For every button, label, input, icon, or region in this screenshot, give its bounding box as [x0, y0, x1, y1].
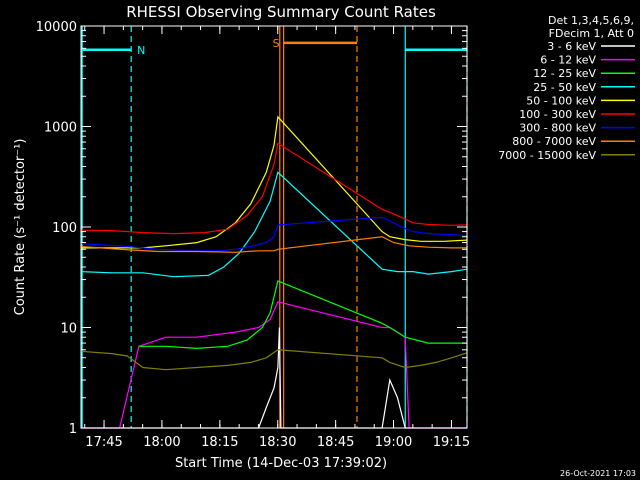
saa-marker-label: S [273, 37, 280, 50]
y-axis-label: Count Rate (s⁻¹ detector⁻¹) [13, 139, 28, 316]
y-tick-label-3: 1000 [44, 121, 77, 136]
legend-label-8: 7000 - 15000 keV [498, 149, 596, 162]
series-line-2 [138, 280, 467, 350]
legend-label-7: 800 - 7000 keV [512, 135, 596, 148]
series-line-4 [81, 115, 468, 249]
series-line-8 [80, 349, 468, 371]
y-tick-label-1: 10 [60, 322, 77, 337]
y-tick-label-0: 1 [69, 422, 77, 437]
legend-label-3: 25 - 50 keV [533, 81, 596, 94]
legend-header-0: Det 1,3,4,5,6,9, [548, 14, 634, 27]
legend-label-2: 12 - 25 keV [533, 67, 596, 80]
legend-header-1: FDecim 1, Att 0 [549, 27, 634, 40]
legend-label-5: 100 - 300 keV [519, 108, 596, 121]
plot-frame [80, 25, 468, 429]
x-axis-label: Start Time (14-Dec-03 17:39:02) [175, 456, 387, 471]
y-tick-label-4: 10000 [36, 20, 77, 35]
x-tick-label-4: 18:45 [317, 435, 354, 450]
timestamp: 26-Oct-2021 17:03 [560, 469, 636, 478]
series-line-7 [80, 236, 467, 253]
x-tick-label-0: 17:45 [85, 435, 122, 450]
x-tick-label-2: 18:15 [201, 435, 238, 450]
series-line-6 [80, 216, 468, 252]
legend-label-1: 6 - 12 keV [540, 54, 596, 67]
night-marker-label: N [137, 44, 145, 57]
x-tick-label-1: 18:00 [143, 435, 180, 450]
series-line-5 [80, 142, 468, 235]
x-tick-label-3: 18:30 [259, 435, 296, 450]
y-tick-label-2: 100 [52, 221, 77, 236]
series-line-0 [81, 327, 467, 429]
legend-label-0: 3 - 6 keV [547, 40, 596, 53]
legend: Det 1,3,4,5,6,9,FDecim 1, Att 03 - 6 keV… [498, 14, 635, 162]
legend-label-4: 50 - 100 keV [526, 94, 596, 107]
x-tick-label-5: 19:00 [375, 435, 412, 450]
legend-label-6: 300 - 800 keV [519, 122, 596, 135]
series-line-3 [80, 171, 468, 278]
chart-title: RHESSI Observing Summary Count Rates [126, 3, 436, 21]
x-tick-label-6: 19:15 [433, 435, 470, 450]
